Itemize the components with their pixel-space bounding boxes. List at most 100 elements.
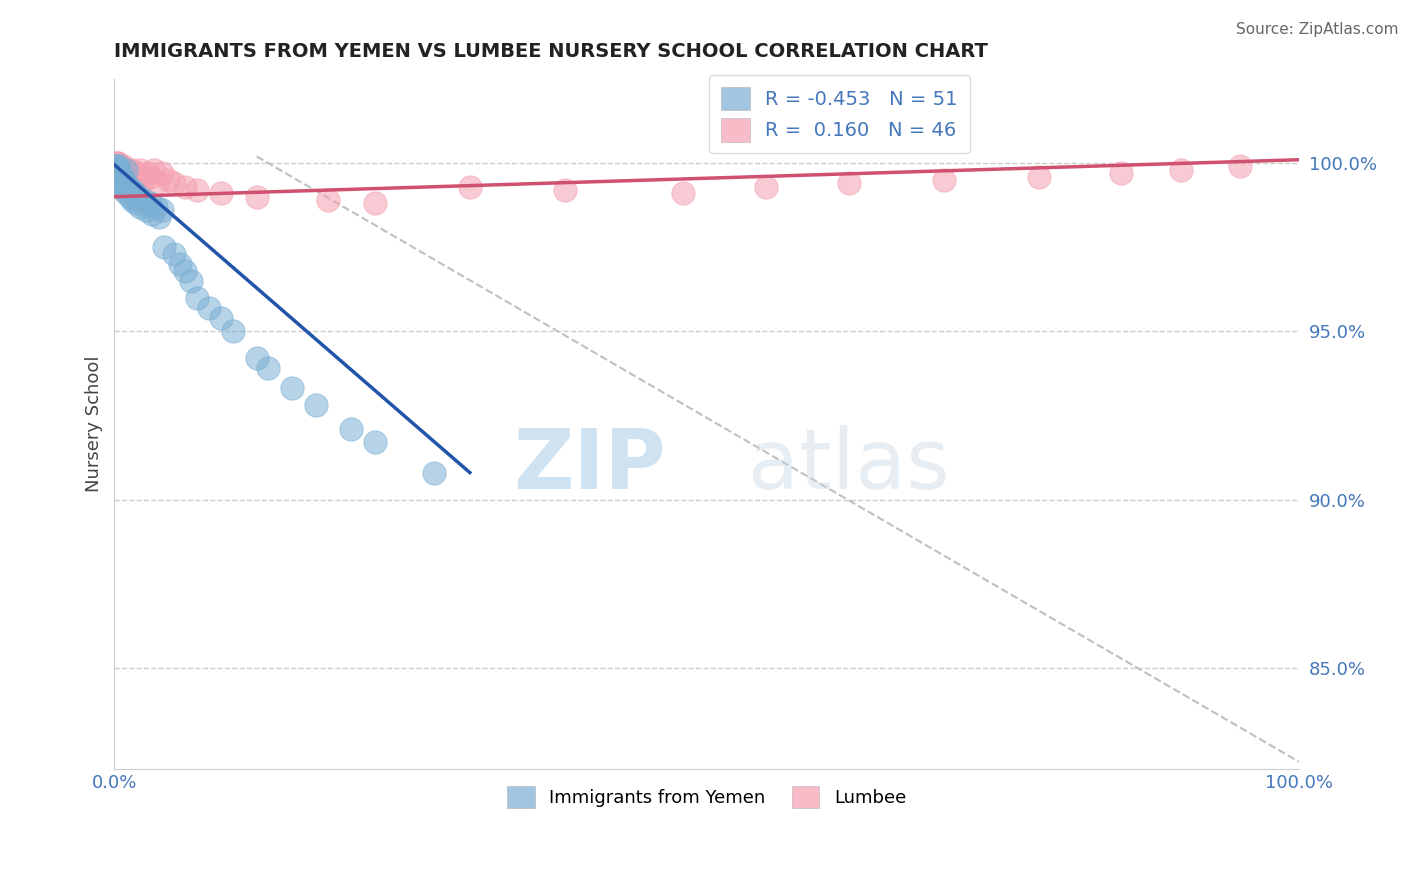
Text: atlas: atlas [748,425,950,506]
Point [107,160,129,174]
Point [105,160,128,174]
Point [150,166,173,180]
Point [105,166,128,180]
Point [150,203,173,218]
Point [163,247,186,261]
Point [108,162,131,177]
Point [186,183,208,197]
Y-axis label: Nursery School: Nursery School [86,356,103,492]
Point [127,169,149,184]
Point [672,186,695,201]
Point [132,173,155,187]
Point [104,160,127,174]
Point [117,179,139,194]
Point [153,240,176,254]
Point [108,173,131,187]
Point [111,179,134,194]
Point [1111,166,1133,180]
Text: IMMIGRANTS FROM YEMEN VS LUMBEE NURSERY SCHOOL CORRELATION CHART: IMMIGRANTS FROM YEMEN VS LUMBEE NURSERY … [114,42,988,61]
Point [139,169,162,184]
Point [110,162,132,177]
Point [169,257,191,271]
Point [156,173,179,187]
Point [125,196,148,211]
Point [132,193,155,207]
Point [186,291,208,305]
Point [1170,162,1192,177]
Point [108,166,131,180]
Point [146,176,169,190]
Point [145,200,167,214]
Text: ZIP: ZIP [513,425,665,506]
Point [364,435,387,450]
Point [148,210,170,224]
Point [932,173,955,187]
Point [105,160,128,174]
Point [111,160,134,174]
Point [121,183,143,197]
Point [112,173,135,187]
Point [245,190,267,204]
Point [117,166,139,180]
Point [755,179,778,194]
Point [107,162,129,177]
Point [139,196,162,211]
Point [316,193,339,207]
Point [129,162,152,177]
Point [257,361,280,376]
Point [121,193,143,207]
Point [121,162,143,177]
Point [245,351,267,366]
Point [104,156,127,170]
Point [209,310,232,325]
Point [114,176,136,190]
Text: Source: ZipAtlas.com: Source: ZipAtlas.com [1236,22,1399,37]
Point [281,382,304,396]
Point [136,166,159,180]
Point [118,169,141,184]
Point [198,301,221,315]
Point [174,179,197,194]
Point [1229,160,1251,174]
Point [122,173,145,187]
Point [180,274,202,288]
Point [112,183,135,197]
Point [115,186,138,201]
Point [110,160,132,174]
Point [554,183,576,197]
Point [110,166,132,180]
Point [105,162,128,177]
Point [174,264,197,278]
Point [129,200,152,214]
Point [340,422,363,436]
Point [115,169,138,184]
Point [423,466,446,480]
Point [305,398,328,412]
Point [141,206,163,220]
Point [127,190,149,204]
Point [107,156,129,170]
Point [838,176,860,190]
Point [135,203,157,218]
Point [104,166,127,180]
Point [104,160,127,174]
Point [108,160,131,174]
Point [107,169,129,184]
Legend: Immigrants from Yemen, Lumbee: Immigrants from Yemen, Lumbee [501,779,914,814]
Point [124,186,146,201]
Point [112,166,135,180]
Point [110,169,132,184]
Point [125,166,148,180]
Point [209,186,232,201]
Point [105,156,128,170]
Point [110,176,132,190]
Point [222,324,245,338]
Point [114,162,136,177]
Point [364,196,387,211]
Point [117,162,139,177]
Point [458,179,481,194]
Point [163,176,186,190]
Point [118,190,141,204]
Point [1028,169,1050,184]
Point [104,169,127,184]
